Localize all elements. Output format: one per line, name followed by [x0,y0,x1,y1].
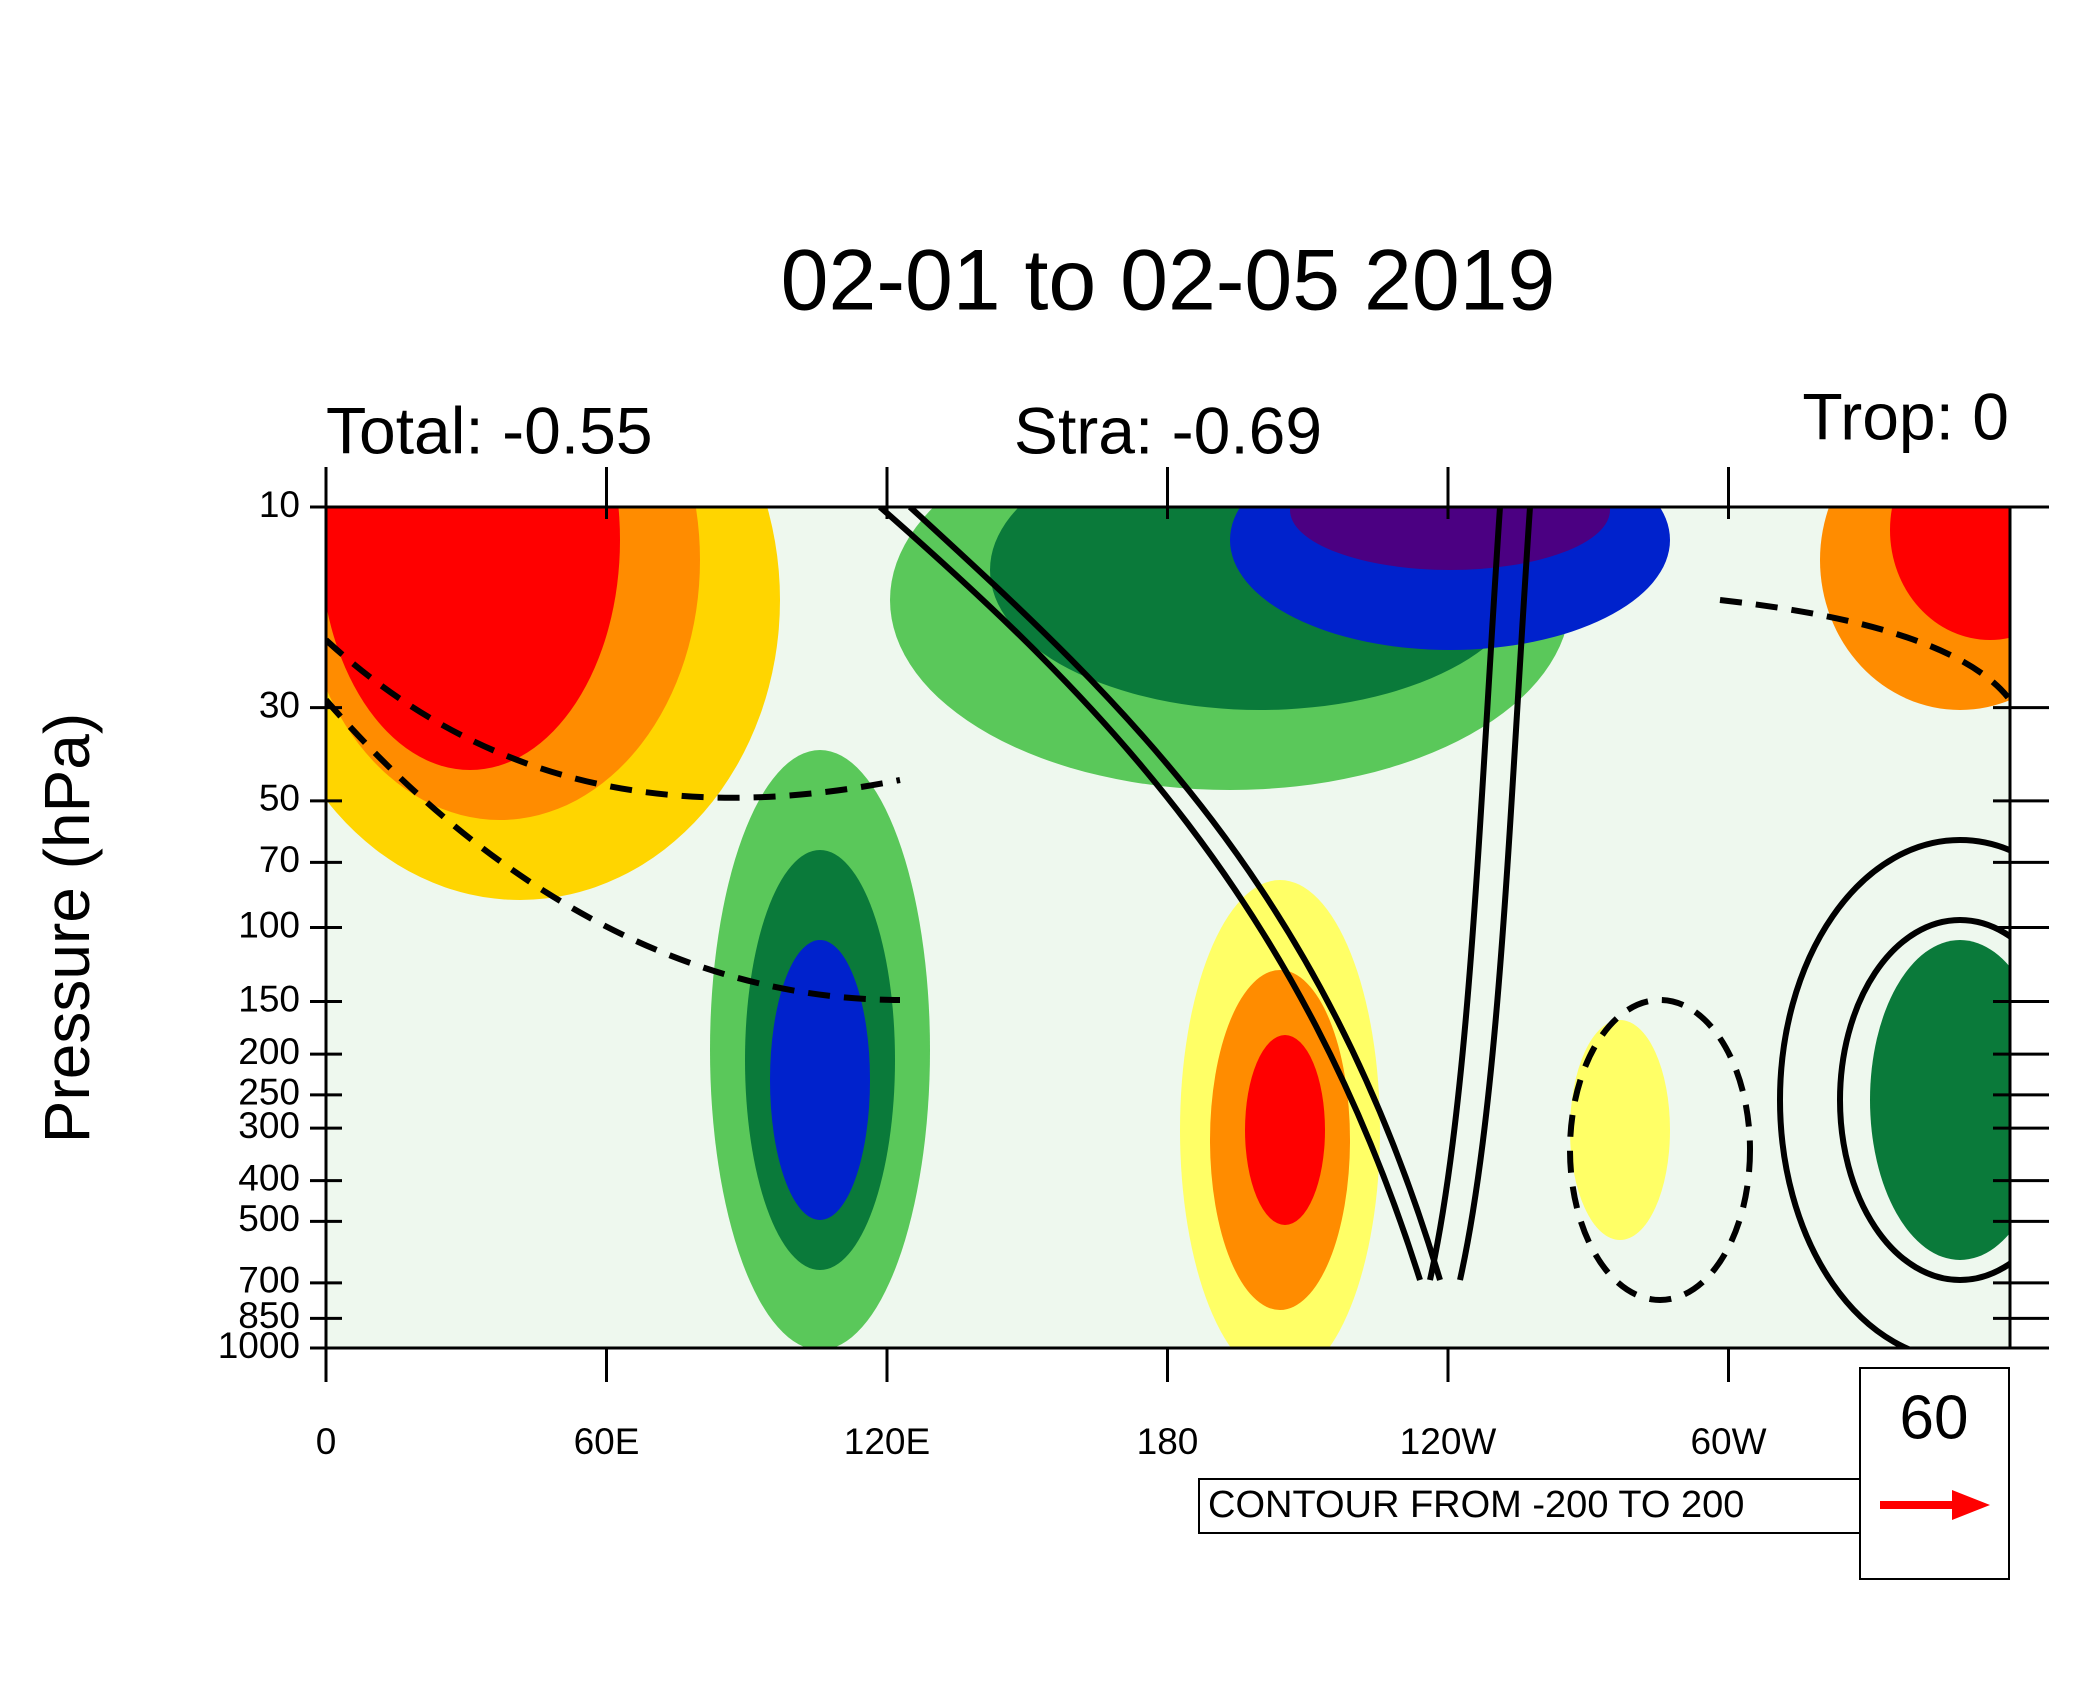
y-tick-label: 150 [238,978,300,1019]
chart-title: 02-01 to 02-05 2019 [781,233,1556,329]
y-tick-label: 100 [238,904,300,945]
contour-info: CONTOUR FROM -200 TO 200 [1208,1484,1744,1526]
y-tick-label: 400 [238,1157,300,1198]
subtitle-right: Trop: 0 [1802,379,2009,453]
y-tick-label: 200 [238,1031,300,1072]
y-tick-label: 700 [238,1260,300,1301]
x-tick-label: 60W [1690,1421,1766,1462]
y-tick-label: 30 [259,684,300,725]
contour-info-box [1198,1478,1863,1534]
y-tick-label: 850 [238,1295,300,1336]
y-tick-label: 1000 [218,1325,300,1366]
x-tick-label: 120E [844,1421,930,1462]
reference-vector-box [1859,1367,2010,1580]
x-tick-label: 0 [316,1421,337,1462]
contour-fill [326,507,2010,1348]
reference-vector-label: 60 [1900,1383,1969,1452]
y-tick-label: 50 [259,778,300,819]
y-tick-label: 70 [259,839,300,880]
reference-vector-head [1952,1490,1990,1520]
x-tick-label: 120W [1400,1421,1497,1462]
y-tick-label: 250 [238,1072,300,1113]
subtitle-left: Total: -0.55 [326,393,653,467]
y-tick-label: 10 [259,484,300,525]
y-axis-label: Pressure (hPa) [31,713,103,1143]
subtitle-center: Stra: -0.69 [1014,393,1322,467]
y-tick-label: 300 [238,1105,300,1146]
x-tick-label: 180 [1137,1421,1199,1462]
y-tick-label: 500 [238,1198,300,1239]
x-tick-label: 60E [574,1421,640,1462]
